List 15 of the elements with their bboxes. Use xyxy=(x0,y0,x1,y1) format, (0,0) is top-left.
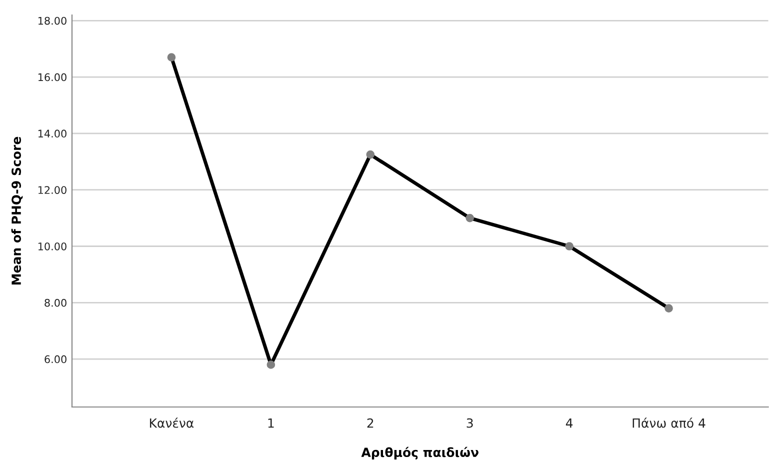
x-tick-label: Πάνω από 4 xyxy=(632,418,706,428)
y-tick-label: 14.00 xyxy=(38,130,66,138)
x-tick-label: 1 xyxy=(268,418,274,428)
y-tick-label: 16.00 xyxy=(38,73,66,82)
x-tick-label: 3 xyxy=(466,418,473,428)
x-axis-title: Αριθμός παιδιών xyxy=(361,446,478,460)
y-tick-label: 12.00 xyxy=(38,186,66,194)
y-tick-label: 10.00 xyxy=(38,242,66,250)
y-axis-title: Mean of PHQ-9 Score xyxy=(11,136,23,285)
y-tick-label: 8.00 xyxy=(44,298,66,307)
y-tick-label: 18.00 xyxy=(38,16,66,25)
x-tick-label: 4 xyxy=(566,418,573,428)
y-tick-label: 6.00 xyxy=(44,355,66,364)
x-tick-label: Κανένα xyxy=(150,418,194,428)
x-tick-label: 2 xyxy=(367,418,374,428)
